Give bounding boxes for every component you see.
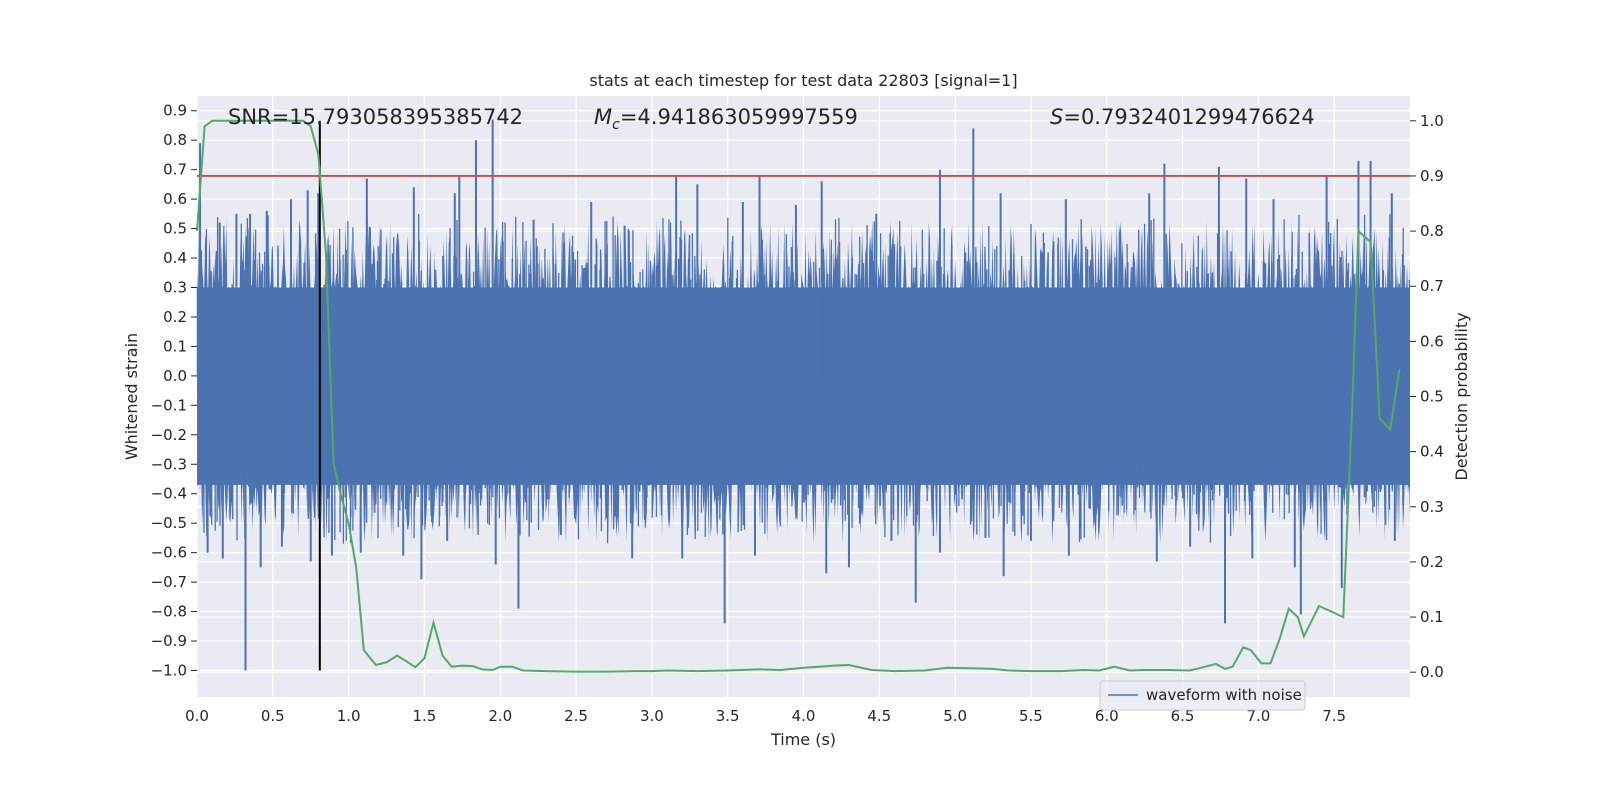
- chirp-mass-symbol: M: [594, 105, 612, 129]
- y2-tick-label: 0.5: [1420, 388, 1444, 406]
- y-tick-label: −0.8: [151, 603, 187, 621]
- y-tick-label: 0.0: [163, 367, 187, 385]
- y2-tick-label: 0.0: [1420, 663, 1444, 681]
- y-tick-label: −1.0: [151, 661, 187, 679]
- x-axis-label: Time (s): [770, 730, 836, 749]
- x-tick-label: 0.0: [185, 707, 209, 725]
- x-tick-label: 1.0: [337, 707, 361, 725]
- y-tick-label: −0.1: [151, 396, 187, 414]
- y-tick-label: 0.3: [163, 278, 187, 296]
- x-tick-label: 0.5: [261, 707, 285, 725]
- x-tick-label: 3.0: [640, 707, 664, 725]
- s-symbol: S: [1050, 105, 1063, 129]
- x-tick-label: 2.0: [488, 707, 512, 725]
- legend: waveform with noise: [1099, 680, 1306, 711]
- y-tick-label: 0.1: [163, 337, 187, 355]
- x-tick-label: 6.5: [1171, 707, 1195, 725]
- y2-tick-label: 0.2: [1420, 553, 1444, 571]
- waveform-noise-top: [197, 219, 1410, 376]
- detection-probability-line: [196, 119, 1401, 673]
- y-tick-label: 0.4: [163, 249, 187, 267]
- y-tick-label: 0.2: [163, 308, 187, 326]
- y-tick-label: −0.4: [151, 485, 187, 503]
- chirp-mass-value: =4.941863059997559: [620, 105, 858, 129]
- x-tick-label: 3.5: [716, 707, 740, 725]
- y2-tick-label: 1.0: [1420, 112, 1444, 130]
- y2-tick-label: 0.1: [1420, 608, 1444, 626]
- y2-tick-label: 0.9: [1420, 167, 1444, 185]
- y2-tick-label: 0.6: [1420, 332, 1444, 350]
- overlay: [196, 119, 1410, 673]
- y2-tick-label: 0.4: [1420, 443, 1444, 461]
- y-axis-label: Whitened strain: [122, 333, 141, 460]
- axes: 0.0 0.5 1.0 1.5 2.0 2.5 3.0 3.5 4.0 4.5 5.0 5.5 6.0 6…: [151, 102, 1444, 725]
- s-annotation: S=0.7932401299476624: [1050, 105, 1315, 129]
- x-tick-label: 5.5: [1019, 707, 1043, 725]
- y2-tick-label: 0.3: [1420, 498, 1444, 516]
- y-tick-label: −0.7: [151, 573, 187, 591]
- snr-annotation: SNR=15.793058395385742: [228, 105, 523, 129]
- x-tick-label: 7.5: [1322, 707, 1346, 725]
- legend-label: waveform with noise: [1146, 686, 1302, 704]
- y-tick-label: 0.6: [163, 190, 187, 208]
- chirp-mass-subscript: c: [612, 117, 620, 133]
- y-tick-label: −0.9: [151, 632, 187, 650]
- x-tick-label: 5.0: [943, 707, 967, 725]
- y-tick-label: 0.8: [163, 131, 187, 149]
- y-tick-label: −0.6: [151, 544, 187, 562]
- y-tick-label: 0.7: [163, 161, 187, 179]
- x-tick-label: 2.5: [564, 707, 588, 725]
- chart-title: stats at each timestep for test data 228…: [589, 71, 1017, 90]
- legend-box: [1099, 680, 1306, 711]
- chirp-mass-annotation: Mc=4.941863059997559: [594, 105, 858, 133]
- x-tick-label: 4.5: [867, 707, 891, 725]
- y-tick-label: −0.2: [151, 426, 187, 444]
- y-tick-label: 0.5: [163, 220, 187, 238]
- x-tick-label: 1.5: [413, 707, 437, 725]
- y2-tick-label: 0.7: [1420, 277, 1444, 295]
- y-tick-label: −0.3: [151, 455, 187, 473]
- x-tick-label: 7.0: [1246, 707, 1270, 725]
- y2-axis-label: Detection probability: [1452, 312, 1471, 480]
- x-tick-label: 4.0: [792, 707, 816, 725]
- y-tick-label: −0.5: [151, 514, 187, 532]
- s-value: =0.7932401299476624: [1063, 105, 1314, 129]
- y2-tick-label: 0.8: [1420, 222, 1444, 240]
- x-tick-label: 6.0: [1095, 707, 1119, 725]
- y-tick-label: 0.9: [163, 102, 187, 120]
- waveform-spikes: [196, 213, 1410, 544]
- waveform-series: [196, 119, 1410, 671]
